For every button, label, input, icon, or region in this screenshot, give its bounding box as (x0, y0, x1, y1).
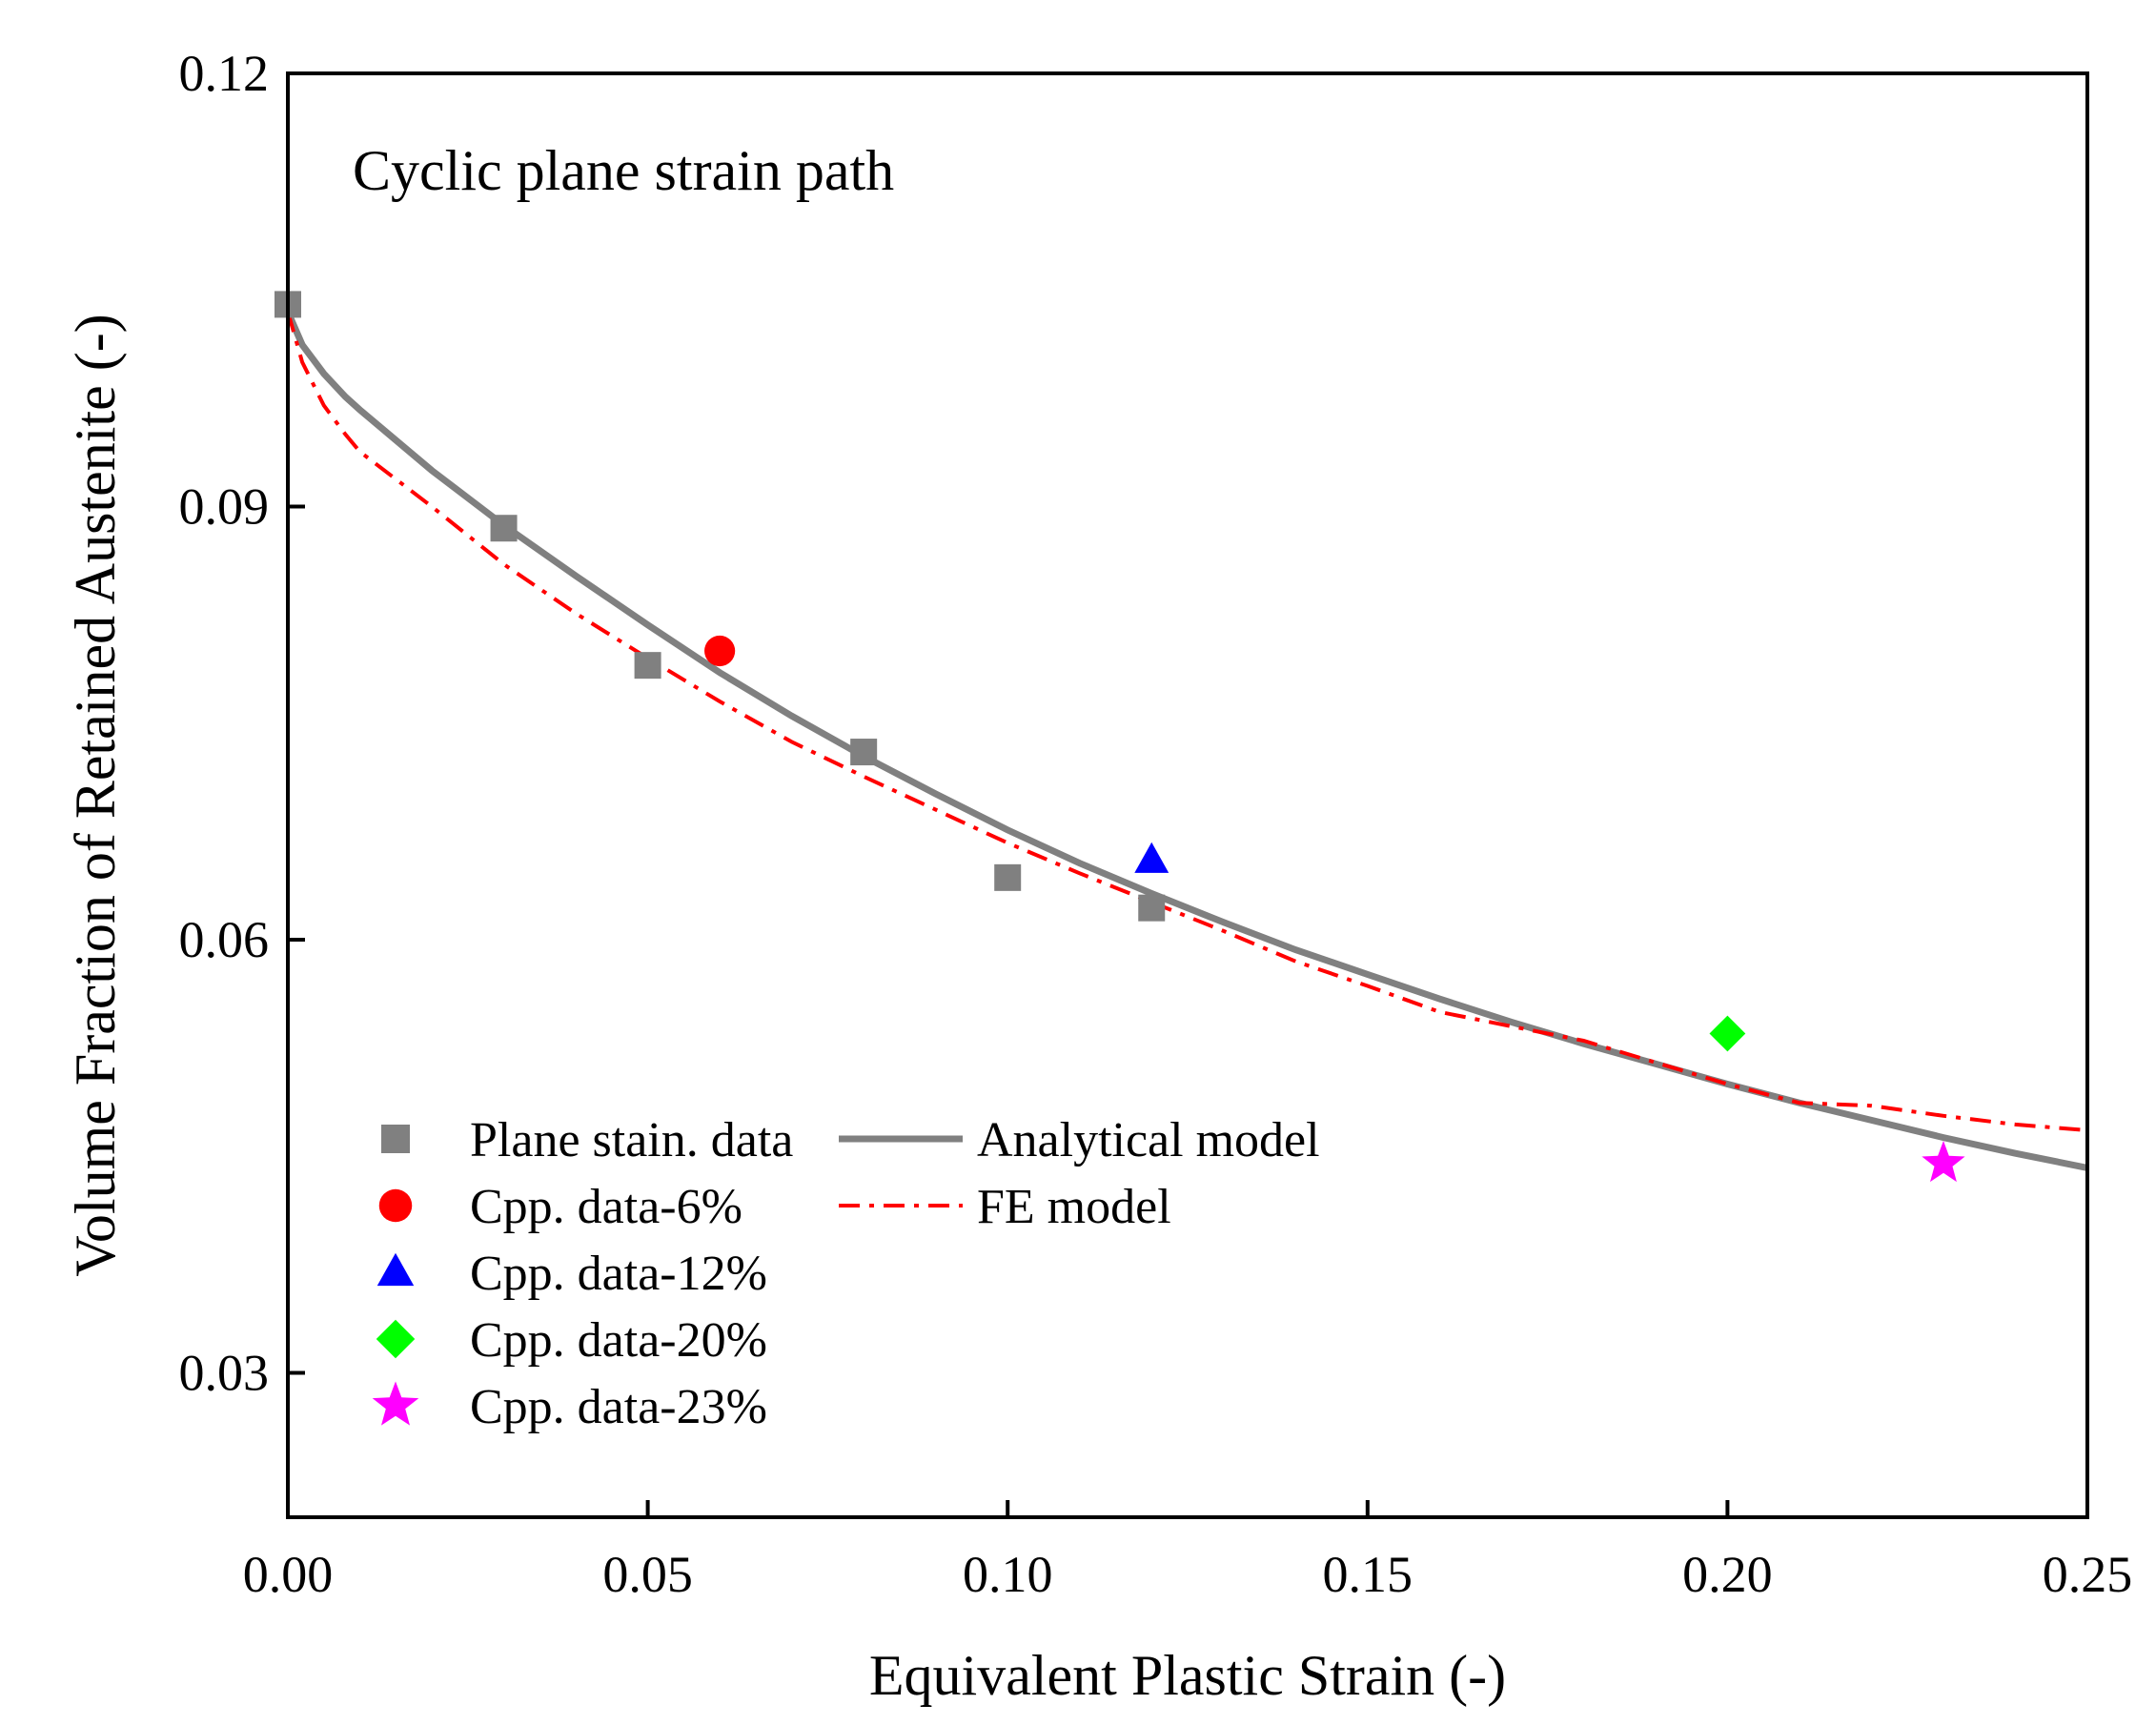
data-point (704, 635, 736, 667)
data-point (1134, 842, 1170, 873)
x-tick-label: 0.05 (602, 1546, 693, 1603)
x-tick-label: 0.20 (1682, 1546, 1773, 1603)
legend-label: Cpp. data-20% (470, 1313, 767, 1368)
y-tick-label: 0.03 (179, 1345, 270, 1402)
data-point (850, 739, 878, 766)
data-point (490, 515, 518, 542)
axis-ticks: 0.00 0.05 0.10 0.15 0.20 0.25 0.03 0.06 0.09 0.12 (179, 45, 2133, 1603)
x-axis-label: Equivalent Plastic Strain (-) (869, 1644, 1506, 1707)
legend-label: FE model (977, 1180, 1171, 1234)
data-point (1709, 1015, 1746, 1052)
data-point (634, 652, 661, 680)
legend-label: Analytical model (977, 1113, 1320, 1167)
plot-content (275, 291, 2087, 1183)
y-axis-label: Volume Fraction of Retained Austenite (-… (64, 314, 127, 1276)
legend-label: Cpp. data-6% (470, 1180, 742, 1234)
chart-annotation: Cyclic plane strain path (353, 139, 894, 202)
legend-marker (378, 1188, 413, 1223)
data-point (994, 863, 1022, 891)
data-point (1138, 894, 1166, 922)
legend-label: Cpp. data-12% (470, 1247, 767, 1301)
legend-marker (381, 1125, 410, 1153)
x-tick-label: 0.25 (2043, 1546, 2133, 1603)
legend-marker (372, 1381, 419, 1426)
plot-frame (286, 71, 2089, 1519)
legend: Plane stain. data Cpp. data-6% Cpp. data-1… (372, 1113, 1320, 1434)
legend-label: Cpp. data-23% (470, 1380, 767, 1434)
y-tick-label: 0.09 (179, 478, 270, 536)
x-tick-label: 0.00 (243, 1546, 334, 1603)
analytical-model-line (288, 310, 2087, 1171)
y-tick-label: 0.12 (179, 45, 270, 102)
legend-label: Plane stain. data (470, 1113, 793, 1167)
x-tick-label: 0.10 (963, 1546, 1053, 1603)
legend-marker (376, 1252, 415, 1287)
x-tick-label: 0.15 (1323, 1546, 1414, 1603)
legend-marker (376, 1319, 416, 1359)
y-tick-label: 0.06 (179, 911, 270, 968)
data-point (1922, 1141, 1965, 1183)
fe-model-line (288, 311, 2087, 1132)
